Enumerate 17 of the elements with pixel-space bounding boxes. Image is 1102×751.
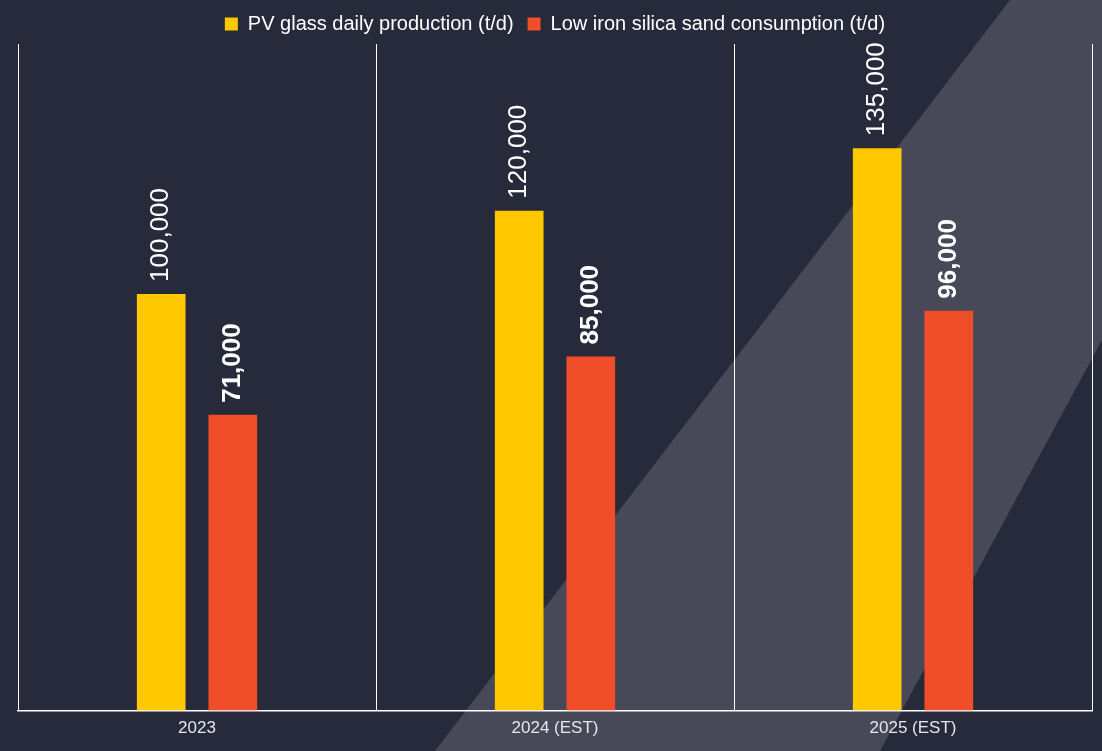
bar [852, 148, 902, 711]
data-label: 135,000 [860, 42, 891, 137]
bar [208, 414, 258, 711]
data-label: 85,000 [573, 264, 604, 345]
x-tick-label: 2023 [178, 718, 216, 738]
data-label: 71,000 [215, 323, 246, 403]
bar [494, 210, 544, 711]
bar [566, 356, 616, 711]
legend-label: Low iron silica sand consumption (t/d) [550, 11, 886, 34]
bar [136, 293, 186, 711]
data-label: 100,000 [144, 187, 175, 282]
bar [924, 310, 974, 711]
x-tick-label: 2025 (EST) [869, 718, 957, 738]
data-label: 96,000 [931, 219, 962, 299]
data-label: 120,000 [502, 104, 533, 199]
x-tick-label: 2024 (EST) [511, 718, 599, 738]
legend-label: PV glass daily production (t/d) [247, 11, 514, 34]
